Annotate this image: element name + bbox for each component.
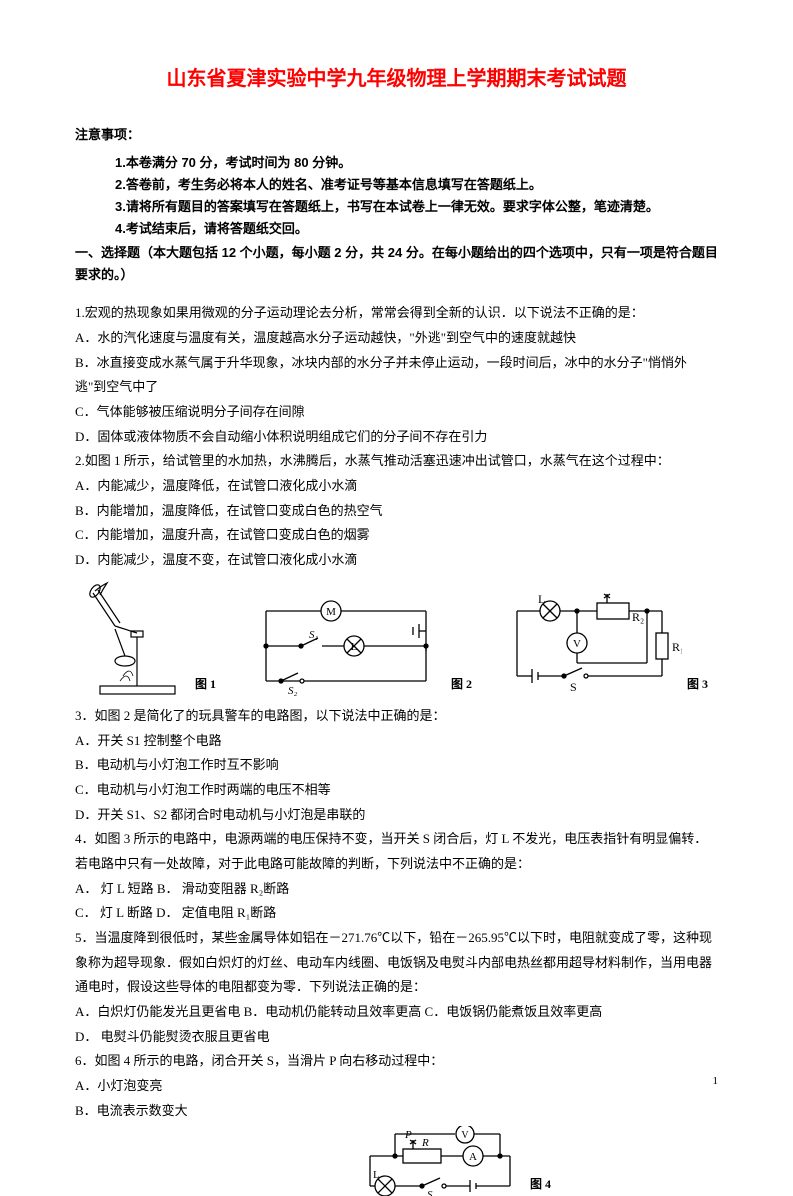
fig-4-label: 图 4: [530, 1173, 551, 1196]
notice-item-1: 1.本卷满分 70 分，考试时间为 80 分钟。: [75, 152, 718, 174]
figure-3-svg: L P R₂ R₁ S: [502, 591, 682, 696]
figure-1-svg: [85, 581, 190, 696]
svg-text:L: L: [373, 1169, 380, 1181]
svg-text:V: V: [573, 638, 581, 650]
q2-d: D．内能减少，温度不变，在试管口液化成小水滴: [75, 548, 718, 573]
fig-3-label: 图 3: [687, 673, 708, 696]
q3-b: B．电动机与小灯泡工作时互不影响: [75, 753, 718, 778]
q1-d: D．固体或液体物质不会自动缩小体积说明组成它们的分子间不存在引力: [75, 425, 718, 450]
figure-1-container: 图 1: [85, 581, 216, 696]
q1-c: C．气体能够被压缩说明分子间存在间隙: [75, 400, 718, 425]
svg-text:P: P: [404, 1129, 412, 1141]
svg-text:S₁: S₁: [309, 629, 319, 641]
q3-a: A．开关 S1 控制整个电路: [75, 729, 718, 754]
q4-stem: 4．如图 3 所示的电路中，电源两端的电压保持不变，当开关 S 闭合后，灯 L …: [75, 827, 718, 876]
svg-text:S: S: [427, 1189, 433, 1196]
q3-d: D．开关 S1、S2 都闭合时电动机与小灯泡是串联的: [75, 803, 718, 828]
notice-heading: 注意事项：: [75, 123, 718, 148]
q3-stem: 3．如图 2 是简化了的玩具警车的电路图，以下说法中正确的是：: [75, 704, 718, 729]
q2-stem: 2.如图 1 所示，给试管里的水加热，水沸腾后，水蒸气推动活塞迅速冲出试管口，水…: [75, 449, 718, 474]
q5-d: D． 电熨斗仍能熨烫衣服且更省电: [75, 1025, 718, 1050]
svg-text:A: A: [469, 1151, 477, 1163]
q6-b: B．电流表示数变大: [75, 1099, 718, 1124]
page-number: 1: [713, 1071, 719, 1092]
section-1-heading: 一、选择题（本大题包括 12 个小题，每小题 2 分，共 24 分。在每小题给出…: [75, 242, 718, 286]
figure-3-container: L P R₂ R₁ S: [502, 591, 708, 696]
svg-text:S₂: S₂: [288, 685, 298, 696]
q1-b: B．冰直接变成水蒸气属于升华现象，冰块内部的水分子并未停止运动，一段时间后，冰中…: [75, 351, 718, 400]
q3-c: C．电动机与小灯泡工作时两端的电压不相等: [75, 778, 718, 803]
figures-row-1: 图 1 M S₁ L: [75, 581, 718, 696]
q4-ab: A． 灯 L 短路 B． 滑动变阻器 R₂断路: [75, 877, 718, 902]
notice-item-3: 3.请将所有题目的答案填写在答题纸上，书写在本试卷上一律无效。要求字体公整，笔迹…: [75, 196, 718, 218]
svg-text:P: P: [604, 591, 613, 594]
svg-text:R₁: R₁: [672, 640, 682, 654]
notice-item-4: 4.考试结束后，请将答题纸交回。: [75, 218, 718, 240]
q5-abc: A．白炽灯仍能发光且更省电 B．电动机仍能转动且效率更高 C．电饭锅仍能煮饭且效…: [75, 1000, 718, 1025]
svg-text:R: R: [421, 1137, 429, 1149]
q4-cd: C． 灯 L 断路 D． 定值电阻 R₁断路: [75, 901, 718, 926]
q5-stem: 5．当温度降到很低时，某些金属导体如铝在－271.76℃以下，铅在－265.95…: [75, 926, 718, 1000]
figure-4-container: R P A L S: [355, 1126, 718, 1196]
svg-text:M: M: [326, 606, 336, 618]
q2-b: B．内能增加，温度降低，在试管口变成白色的热空气: [75, 499, 718, 524]
svg-text:L: L: [538, 592, 545, 606]
q2-c: C．内能增加，温度升高，在试管口变成白色的烟雾: [75, 523, 718, 548]
fig-2-label: 图 2: [451, 673, 472, 696]
svg-text:V: V: [461, 1130, 469, 1141]
exam-title: 山东省夏津实验中学九年级物理上学期期末考试试题: [75, 60, 718, 98]
svg-text:S: S: [570, 680, 577, 694]
q6-stem: 6．如图 4 所示的电路，闭合开关 S，当滑片 P 向右移动过程中：: [75, 1049, 718, 1074]
figure-2-container: M S₁ L: [246, 596, 472, 696]
fig-1-label: 图 1: [195, 673, 216, 696]
q1-stem: 1.宏观的热现象如果用微观的分子运动理论去分析，常常会得到全新的认识．以下说法不…: [75, 301, 718, 326]
svg-text:R₂: R₂: [632, 610, 644, 624]
q1-a: A．水的汽化速度与温度有关，温度越高水分子运动越快，"外逃"到空气中的速度就越快: [75, 326, 718, 351]
notice-item-2: 2.答卷前，考生务必将本人的姓名、准考证号等基本信息填写在答题纸上。: [75, 174, 718, 196]
q2-a: A．内能减少，温度降低，在试管口液化成小水滴: [75, 474, 718, 499]
figure-4-svg: R P A L S: [355, 1126, 525, 1196]
figure-2-svg: M S₁ L: [246, 596, 446, 696]
q6-a: A．小灯泡变亮: [75, 1074, 718, 1099]
